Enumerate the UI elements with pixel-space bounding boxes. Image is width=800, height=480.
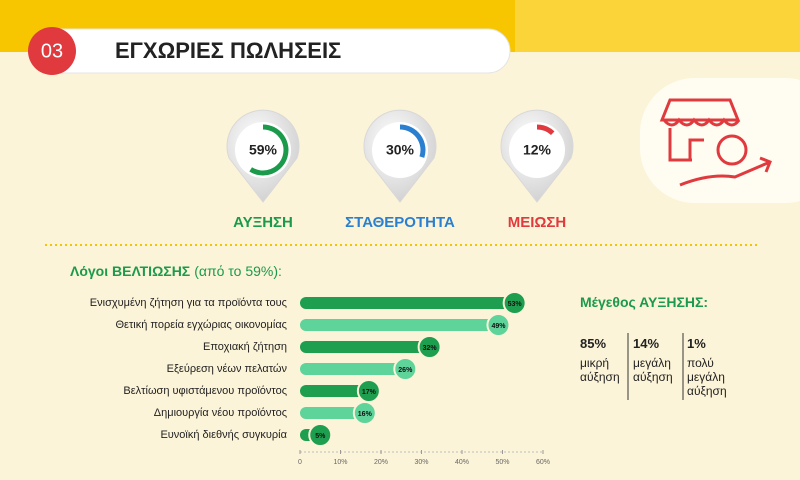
x-tick-label: 30%	[414, 459, 428, 466]
value-badge	[502, 291, 527, 315]
value-badge	[308, 423, 333, 447]
magnitude-percent: 85%	[580, 336, 607, 351]
magnitude-percent: 14%	[633, 336, 660, 351]
x-tick-label: 50%	[495, 459, 509, 466]
bar	[300, 363, 406, 375]
category-label: Θετική πορεία εγχώριας οικονομίας	[116, 319, 288, 331]
bar	[300, 341, 430, 353]
value-badge	[393, 357, 418, 381]
category-label: Ευνοϊκή διεθνής συγκυρία	[160, 429, 287, 441]
value-badge	[486, 313, 511, 337]
subtitle: (από το 59%):	[194, 263, 282, 279]
magnitude-label: μικρή αύξηση	[580, 356, 620, 384]
magnitude-percent: 1%	[687, 336, 706, 351]
value-label: 5%	[315, 433, 326, 440]
gauge-arc	[399, 124, 426, 158]
bar	[300, 297, 515, 309]
value-badge	[417, 335, 442, 359]
category-label: Εποχιακή ζήτηση	[203, 341, 287, 353]
x-tick-label: 40%	[455, 459, 469, 466]
gauge-arc	[249, 124, 289, 176]
pin-face	[509, 122, 565, 178]
x-tick-label: 0	[298, 459, 302, 466]
chart-title: Λόγοι ΒΕΛΤΙΩΣΗΣ (από το 59%):	[70, 263, 282, 279]
category-label: Δημιουργία νέου προϊόντος	[154, 407, 287, 419]
value-label: 49%	[491, 323, 506, 330]
header-title: ΕΓΧΩΡΙΕΣ ΠΩΛΗΣΕΙΣ	[115, 38, 341, 63]
x-tick-label: 60%	[536, 459, 550, 466]
bar	[300, 407, 365, 419]
x-tick-label: 10%	[333, 459, 347, 466]
category-label: Εξεύρεση νέων πελατών	[167, 363, 288, 375]
magnitude-title: Μέγεθος ΑΥΞΗΣΗΣ:	[580, 294, 709, 310]
pin-face	[372, 122, 428, 178]
gauge-arc	[536, 124, 555, 136]
pin-face	[235, 122, 291, 178]
value-label: 53%	[508, 301, 523, 308]
gauge-label: 30%	[386, 142, 415, 158]
gauge-label: 12%	[523, 142, 552, 158]
x-tick-label: 20%	[374, 459, 388, 466]
magnitude-label: μεγάλη αύξηση	[633, 356, 673, 384]
gauge-title: ΣΤΑΘΕΡΟΤΗΤΑ	[345, 214, 455, 231]
title-bold: Λόγοι ΒΕΛΤΙΩΣΗΣ	[70, 263, 190, 279]
header-badge	[28, 27, 76, 75]
gauge-label: 59%	[249, 142, 278, 158]
gauge-title: ΜΕΙΩΣΗ	[508, 214, 567, 231]
bar	[300, 385, 369, 397]
top-band-light	[515, 0, 800, 52]
magnitude-label: πολύ μεγάλη αύξηση	[687, 356, 727, 398]
header-number: 03	[41, 40, 63, 62]
value-label: 17%	[362, 389, 377, 396]
value-badge	[352, 401, 377, 425]
category-label: Βελτίωση υφιστάμενου προϊόντος	[123, 385, 287, 397]
gauge-title: ΑΥΞΗΣΗ	[233, 214, 293, 231]
bar	[300, 319, 499, 331]
shop-icon	[659, 98, 772, 187]
value-label: 16%	[358, 411, 373, 418]
value-label: 26%	[398, 367, 413, 374]
value-label: 32%	[423, 345, 438, 352]
category-label: Ενισχυμένη ζήτηση για τα προϊόντα τους	[90, 297, 287, 309]
